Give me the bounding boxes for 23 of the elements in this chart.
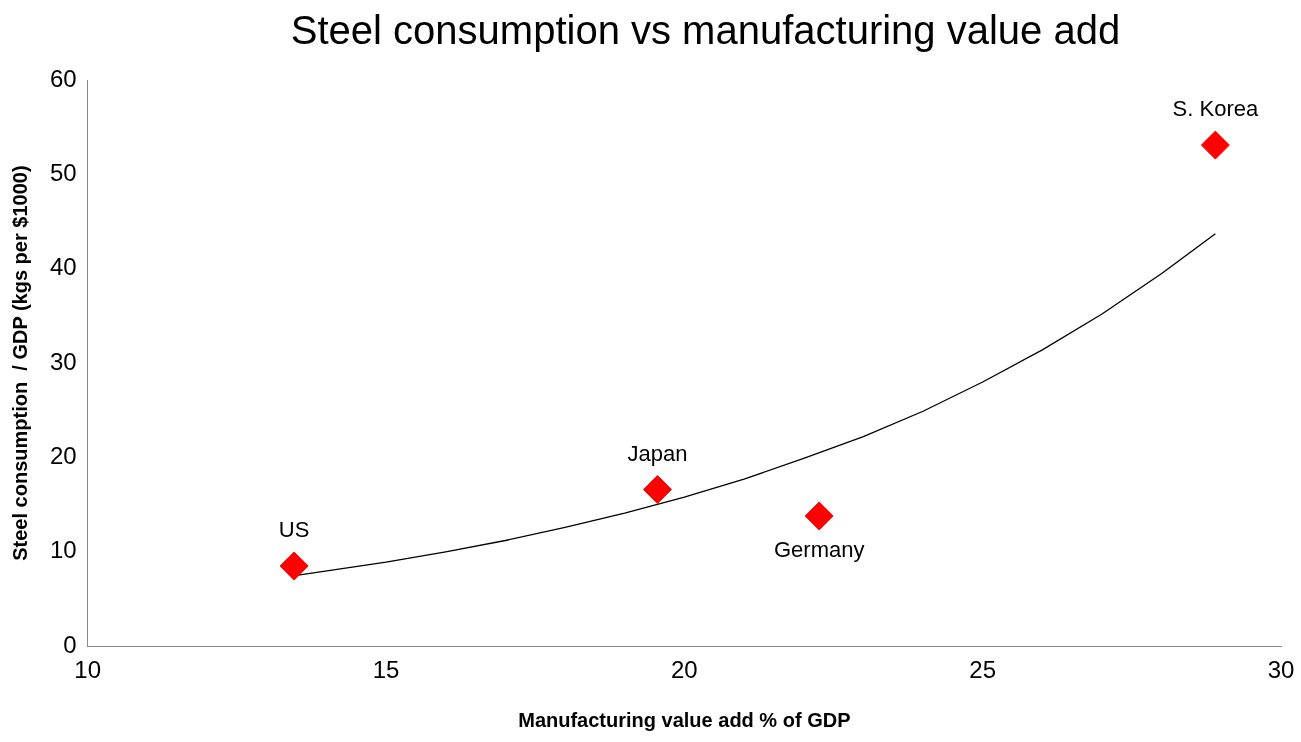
x-tick-label: 25 xyxy=(969,656,997,684)
point xyxy=(804,501,834,531)
annotation: Japan xyxy=(627,440,688,466)
y-axis-title: Steel consumption / GDP (kgs per $1000) xyxy=(8,165,31,561)
x-axis-title: Manufacturing value add % of GDP xyxy=(518,708,851,731)
annotation: US xyxy=(278,517,310,543)
point xyxy=(279,551,309,581)
y-tick-label: 20 xyxy=(49,442,77,470)
y-tick-label: 50 xyxy=(49,158,77,186)
y-tick-label: 0 xyxy=(63,630,77,658)
y-tick-label: 10 xyxy=(49,536,77,564)
annotation: Germany xyxy=(773,537,865,563)
y-tick-label: 40 xyxy=(49,253,77,281)
chart-title: Steel consumption vs manufacturing value add xyxy=(289,8,1122,53)
y-tick-label: 60 xyxy=(49,64,77,92)
x-tick-label: 10 xyxy=(74,656,102,684)
annotation: S. Korea xyxy=(1172,96,1259,122)
point xyxy=(1200,130,1230,160)
x-tick-label: 20 xyxy=(671,656,698,684)
x-tick-label: 15 xyxy=(372,656,400,684)
x-tick-label: 30 xyxy=(1267,656,1295,684)
point xyxy=(643,475,672,505)
y-tick-label: 30 xyxy=(49,347,77,375)
